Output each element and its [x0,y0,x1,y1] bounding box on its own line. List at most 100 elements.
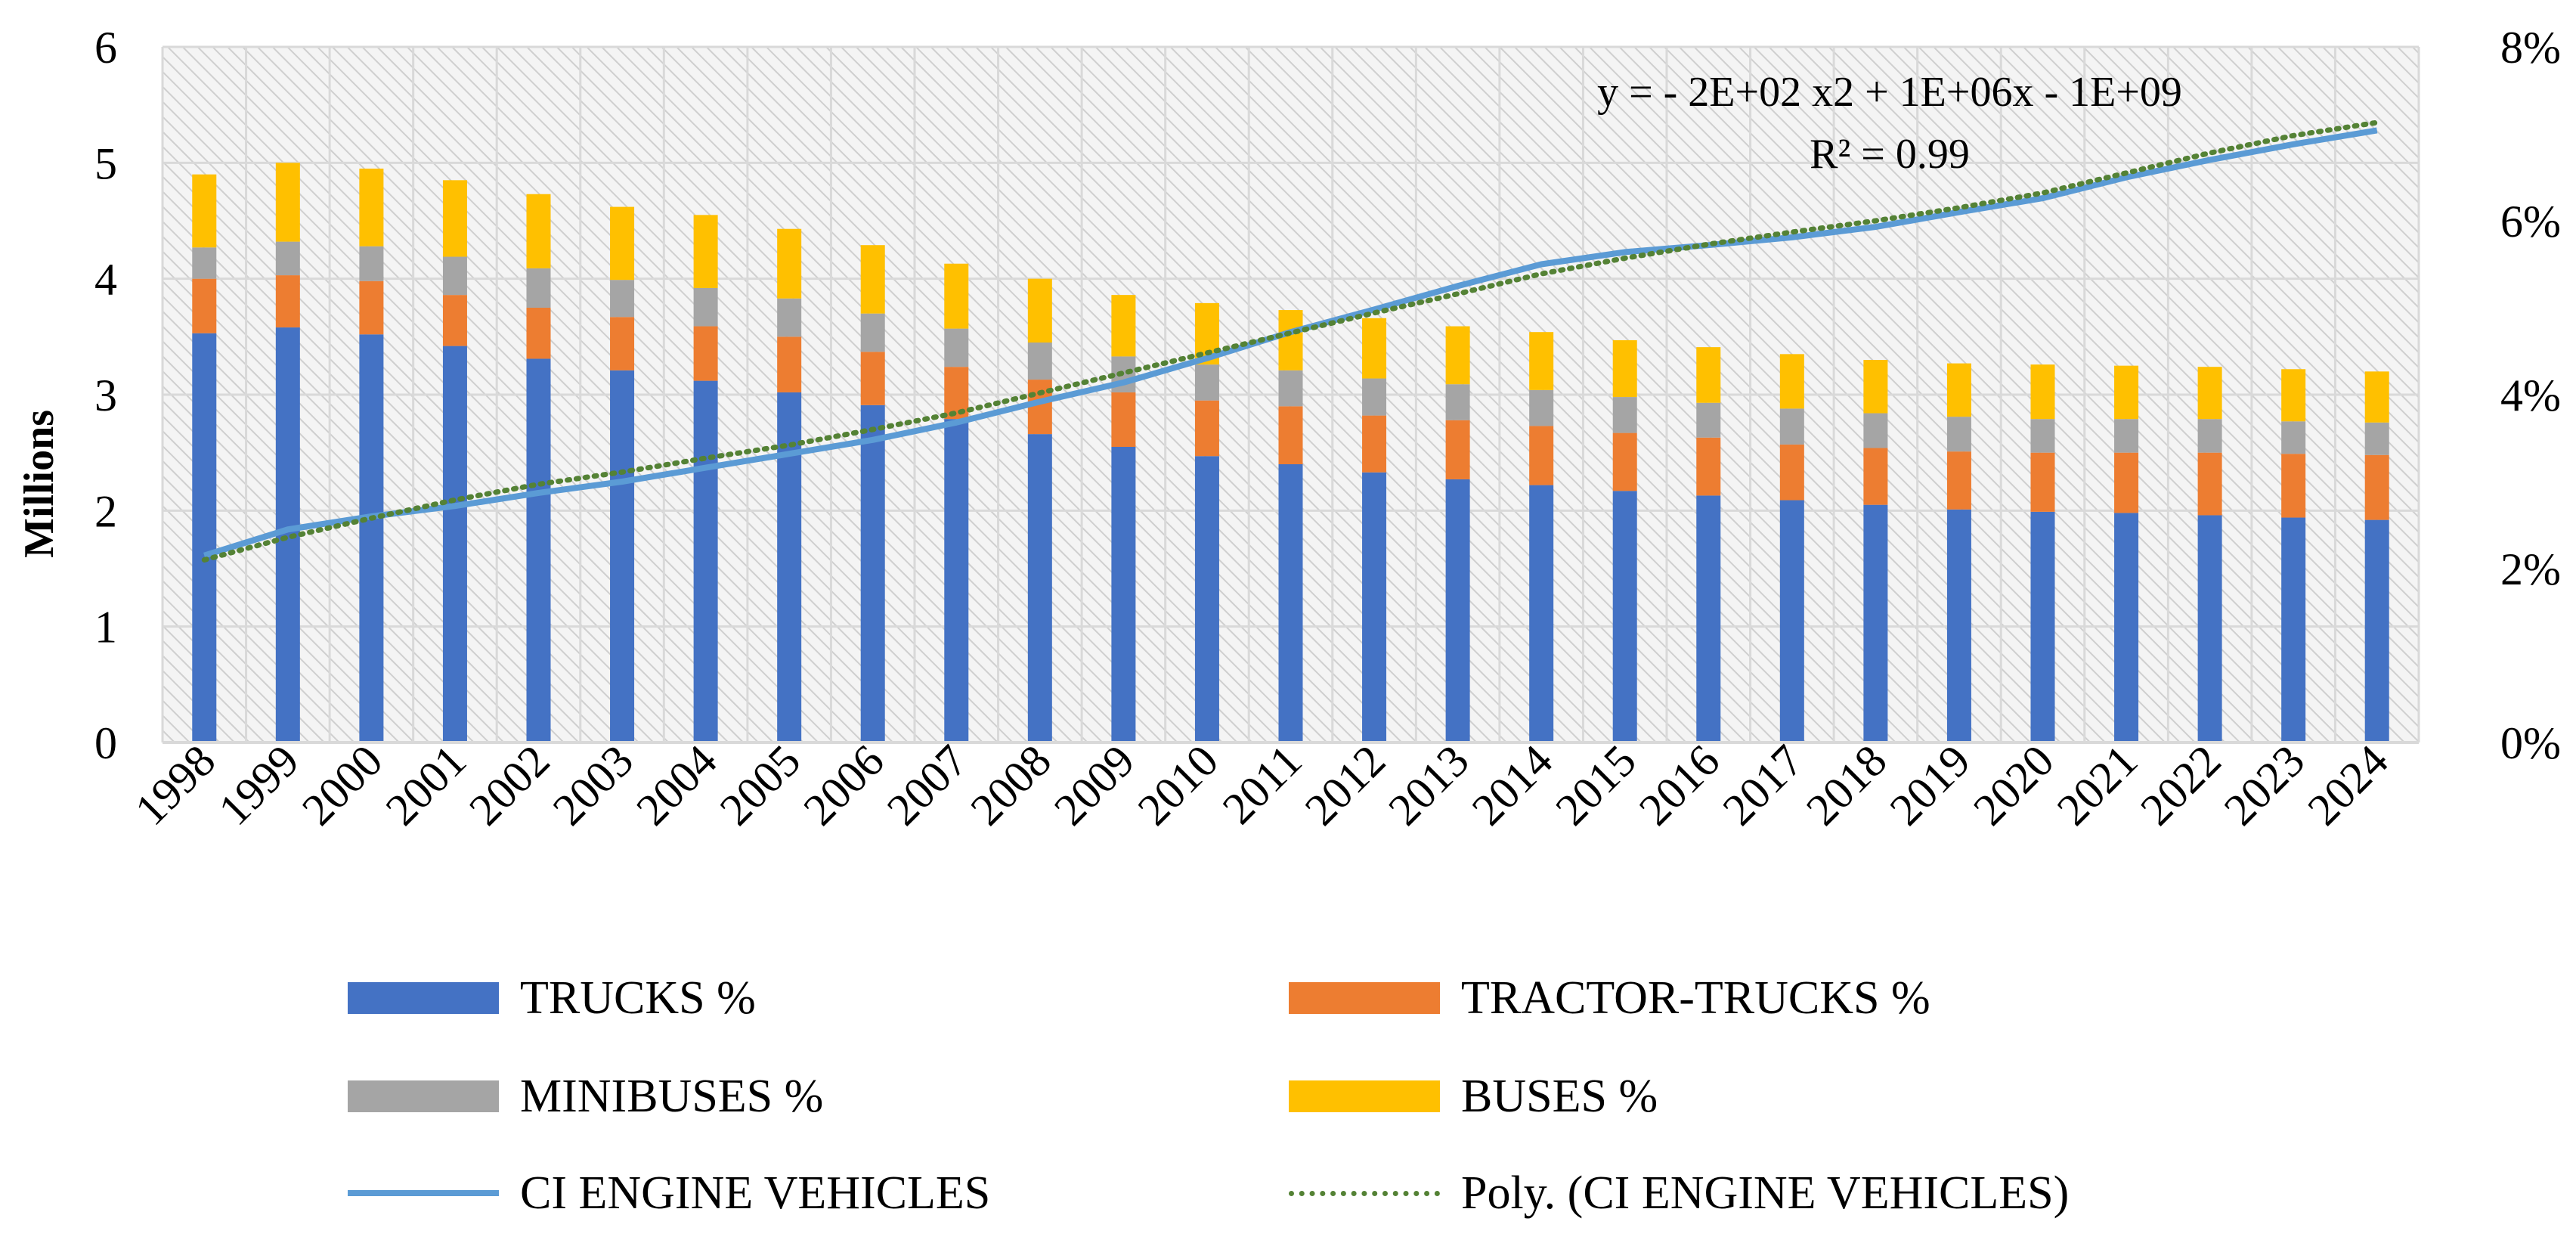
x-tick-label: 1998 [125,736,225,835]
bar-trucks-2018 [1863,504,1888,742]
x-tick-label: 2018 [1797,736,1896,835]
x-tick-label: 2013 [1379,736,1478,835]
gridlines [161,45,2420,744]
x-tick-label: 2012 [1296,736,1395,835]
bar-trucks-2019 [1946,509,1971,742]
x-tick-label: 2003 [543,736,643,835]
bar-buses-2013 [1445,326,1470,385]
bar-trucks-2021 [2114,513,2139,742]
y-tick-label: 4 [94,255,117,305]
bar-trucks-2012 [1362,472,1387,742]
bar-tractor-trucks-2009 [1111,392,1136,447]
legend-swatch-buses [1289,1080,1440,1112]
y2-tick-label: 2% [2500,544,2561,594]
bar-minibuses-2003 [610,280,635,318]
x-tick-label: 2021 [2048,736,2147,835]
x-tick-label: 2024 [2298,736,2398,835]
bar-tractor-trucks-2002 [526,308,551,359]
bar-tractor-trucks-2001 [442,295,467,346]
legend-item-minibuses: MINIBUSES % [348,1059,823,1134]
x-tick-label: 2023 [2215,736,2314,835]
bar-buses-1999 [275,163,300,242]
legend-item-trucks: TRUCKS % [348,960,756,1036]
bar-buses-2004 [693,215,718,288]
bar-trucks-2024 [2364,519,2389,742]
bar-tractor-trucks-2024 [2364,454,2389,520]
x-tick-label: 2009 [1045,736,1144,835]
legend-item-poly-trendline: Poly. (CI ENGINE VEHICLES) [1289,1155,2069,1231]
x-tick-label: 2002 [460,736,559,835]
bar-minibuses-2005 [777,298,802,337]
bar-trucks-2013 [1445,479,1470,742]
bar-tractor-trucks-2022 [2197,452,2222,516]
bar-tractor-trucks-2013 [1445,420,1470,479]
legend: TRUCKS % TRACTOR-TRUCKS % MINIBUSES % BU… [0,938,2576,1240]
chart-area: 01234560%2%4%6%8%19981999200020012002200… [16,23,2561,835]
x-tick-label: 2006 [794,736,893,835]
bar-tractor-trucks-2003 [610,317,635,370]
bar-trucks-2011 [1278,464,1303,742]
bar-trucks-2008 [1027,434,1052,742]
bar-minibuses-2021 [2114,419,2139,453]
bar-minibuses-2024 [2364,422,2389,455]
bar-buses-2016 [1696,347,1721,403]
bar-minibuses-2017 [1779,408,1804,445]
bar-minibuses-2022 [2197,419,2222,453]
bar-tractor-trucks-2021 [2114,452,2139,513]
bar-buses-2009 [1111,295,1136,357]
bar-buses-2007 [944,263,969,329]
bar-minibuses-2020 [2030,419,2055,453]
bar-trucks-2001 [442,346,467,743]
y-tick-label: 2 [94,486,117,536]
legend-swatch-tractor-trucks [1289,982,1440,1014]
bar-minibuses-2006 [860,313,885,352]
legend-line-ci-engine-vehicles [348,1190,499,1196]
bar-trucks-1998 [192,333,217,742]
x-tick-label: 2008 [961,736,1061,835]
x-tick-label: 2014 [1463,736,1562,835]
bar-buses-2021 [2114,365,2139,420]
legend-label-ci-engine-vehicles: CI ENGINE VEHICLES [520,1167,991,1219]
trendline-r-squared: R² = 0.99 [1810,131,1970,178]
x-tick-label: 2019 [1881,736,1980,835]
bar-tractor-trucks-2018 [1863,448,1888,505]
bar-trucks-2023 [2281,517,2306,742]
bar-buses-2002 [526,194,551,268]
legend-item-ci-engine-vehicles: CI ENGINE VEHICLES [348,1155,990,1231]
x-tick-label: 2020 [1964,736,2064,835]
legend-label-minibuses: MINIBUSES % [520,1070,824,1122]
bar-tractor-trucks-2023 [2281,454,2306,518]
bar-minibuses-2002 [526,268,551,308]
bar-trucks-2014 [1529,485,1554,742]
x-tick-label: 2011 [1213,736,1311,834]
bar-buses-2011 [1278,310,1303,370]
bar-buses-2024 [2364,371,2389,423]
bar-minibuses-2012 [1362,378,1387,416]
y-tick-label: 6 [94,23,117,73]
bar-tractor-trucks-2005 [777,336,802,392]
x-tick-label: 2007 [878,736,977,835]
y-tick-label: 1 [94,603,117,653]
bar-minibuses-2010 [1194,364,1219,401]
bar-minibuses-2007 [944,328,969,367]
bar-minibuses-2014 [1529,389,1554,426]
bar-buses-2018 [1863,360,1888,414]
bar-minibuses-2016 [1696,402,1721,438]
legend-swatch-trucks [348,982,499,1014]
bar-buses-2005 [777,228,802,299]
bar-minibuses-1998 [192,247,217,279]
legend-line-poly-trendline [1289,1190,1440,1196]
bar-minibuses-2000 [359,246,384,281]
bar-minibuses-2004 [693,287,718,327]
bar-trucks-2000 [359,334,384,742]
y2-tick-label: 8% [2500,23,2561,73]
bar-tractor-trucks-2006 [860,352,885,405]
bar-buses-2022 [2197,367,2222,420]
bar-minibuses-2011 [1278,370,1303,407]
bar-trucks-2009 [1111,447,1136,742]
y2-tick-label: 0% [2500,718,2561,768]
bar-buses-2012 [1362,318,1387,379]
x-tick-label: 2005 [711,736,810,835]
bar-buses-2008 [1027,278,1052,343]
bar-tractor-trucks-2019 [1946,451,1971,510]
